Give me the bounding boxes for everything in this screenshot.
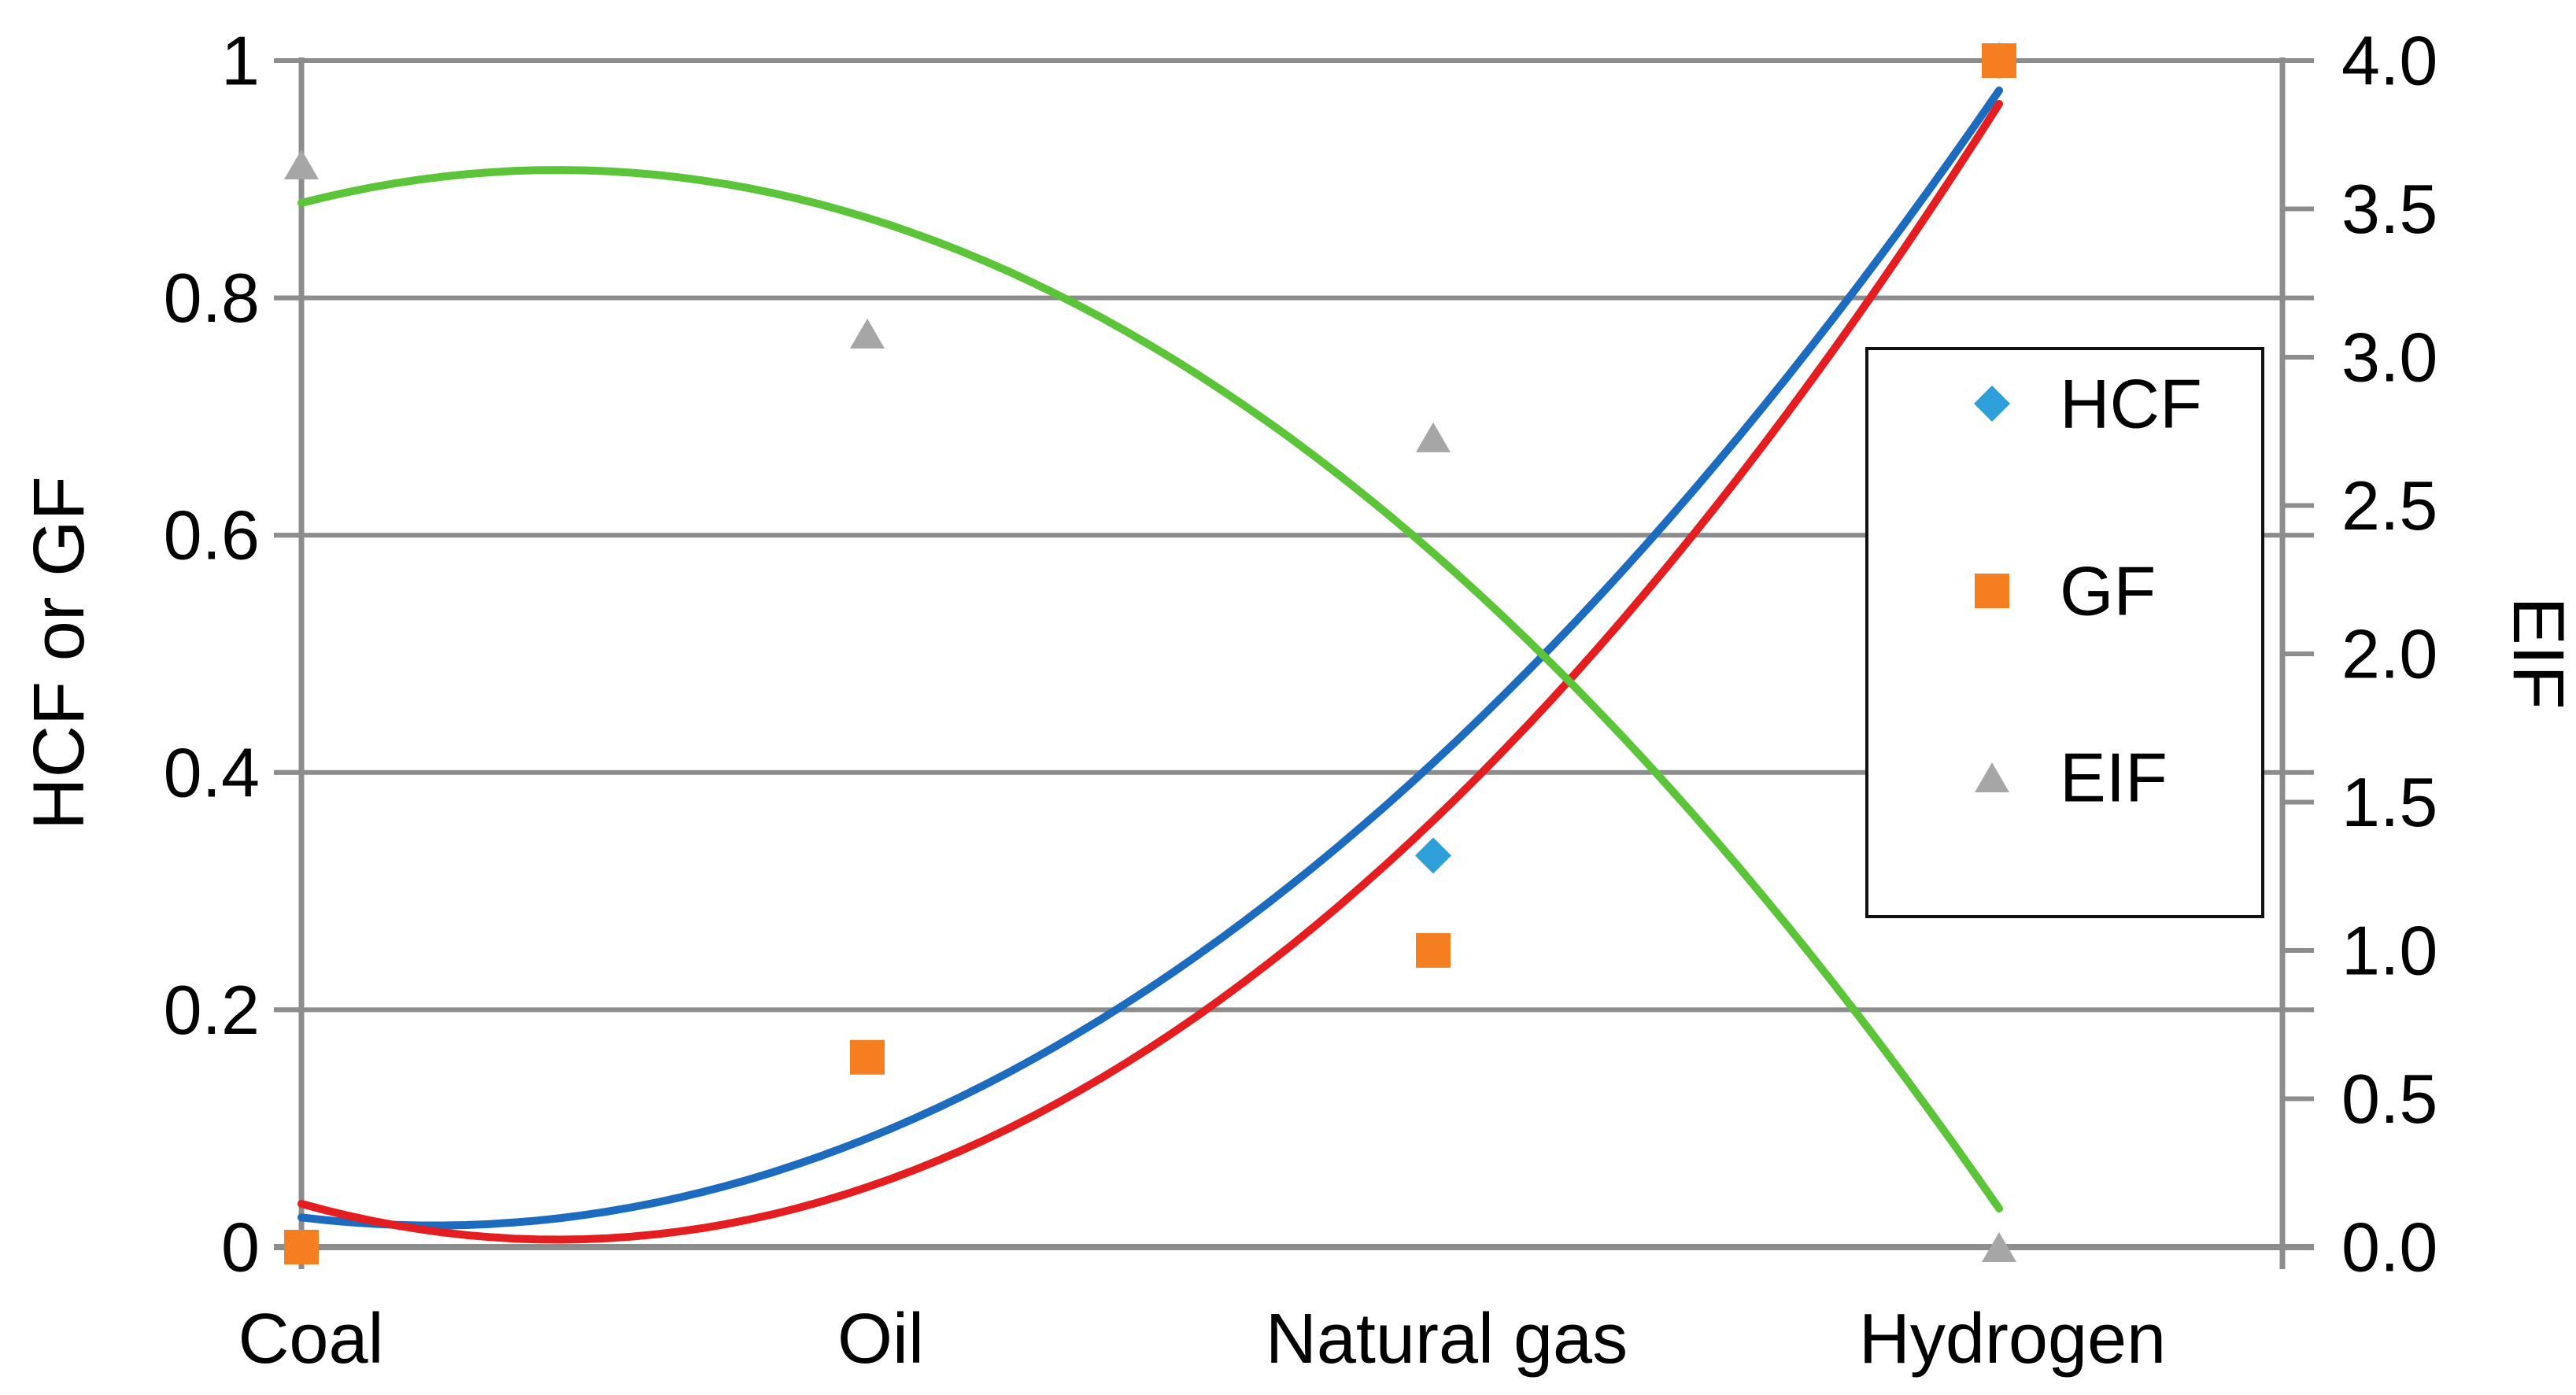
x-axis-category-label-natural-gas: Natural gas bbox=[1266, 1300, 1628, 1378]
data-point-gf-natural-gas bbox=[1416, 933, 1451, 968]
data-point-gf-oil bbox=[850, 1039, 885, 1075]
x-axis-category-label-hydrogen: Hydrogen bbox=[1859, 1300, 2166, 1378]
right-axis-tick-label-1.5: 1.5 bbox=[2341, 763, 2437, 841]
data-point-eif-coal bbox=[284, 149, 319, 179]
data-point-gf-hydrogen bbox=[1982, 43, 2016, 78]
legend-label-gf: GF bbox=[2060, 552, 2156, 630]
right-axis-tick-label-0.5: 0.5 bbox=[2341, 1060, 2437, 1138]
legend-marker-gf-square-icon bbox=[1975, 574, 2009, 608]
data-point-eif-natural-gas bbox=[1416, 422, 1451, 452]
right-axis-title: EIF bbox=[2498, 596, 2576, 709]
trendline-gf bbox=[298, 100, 2003, 1244]
right-axis-tick-label-2.5: 2.5 bbox=[2341, 467, 2437, 544]
data-point-hcf-natural-gas bbox=[1415, 837, 1451, 874]
legend-marker-eif-triangle-icon bbox=[1975, 762, 2009, 792]
left-axis-title: HCF or GF bbox=[19, 476, 99, 830]
trendline-hcf bbox=[298, 87, 2003, 1230]
right-axis-tick-label-0.0: 0.0 bbox=[2341, 1209, 2437, 1286]
right-axis-tick-label-4.0: 4.0 bbox=[2341, 22, 2437, 100]
legend-box bbox=[1865, 347, 2264, 918]
trendline-eif bbox=[298, 166, 2003, 1212]
x-axis-category-label-oil: Oil bbox=[837, 1300, 924, 1378]
left-axis-tick-label-0.8: 0.8 bbox=[164, 259, 260, 337]
left-axis-tick-label-0.4: 0.4 bbox=[164, 733, 260, 811]
legend-label-hcf: HCF bbox=[2060, 365, 2202, 443]
x-axis-category-label-coal: Coal bbox=[238, 1300, 383, 1378]
data-point-gf-coal bbox=[284, 1230, 319, 1264]
left-axis-tick-label-0.2: 0.2 bbox=[164, 971, 260, 1049]
right-axis-tick-label-3.5: 3.5 bbox=[2341, 170, 2437, 248]
left-axis-tick-label-0.6: 0.6 bbox=[164, 496, 260, 574]
left-axis-tick-label-0: 0 bbox=[221, 1209, 260, 1286]
left-axis-tick-label-1: 1 bbox=[221, 22, 260, 100]
legend-label-eif: EIF bbox=[2060, 739, 2168, 817]
data-point-eif-oil bbox=[850, 318, 885, 349]
right-axis-tick-label-3.0: 3.0 bbox=[2341, 319, 2437, 397]
data-point-eif-hydrogen bbox=[1982, 1232, 2016, 1262]
right-axis-tick-label-1.0: 1.0 bbox=[2341, 912, 2437, 990]
right-axis-tick-label-2.0: 2.0 bbox=[2341, 615, 2437, 693]
legend-marker-hcf-diamond-icon bbox=[1974, 386, 2010, 422]
